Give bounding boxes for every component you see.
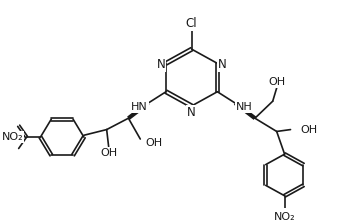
Text: OH: OH bbox=[146, 138, 163, 148]
Text: HN: HN bbox=[131, 102, 148, 112]
Text: NO₂: NO₂ bbox=[274, 212, 295, 220]
Text: N: N bbox=[187, 106, 196, 119]
Text: N: N bbox=[157, 58, 165, 71]
Text: OH: OH bbox=[100, 148, 117, 158]
Text: NH: NH bbox=[236, 102, 252, 112]
Text: NO₂: NO₂ bbox=[2, 132, 24, 142]
Text: OH: OH bbox=[268, 77, 285, 87]
Text: N: N bbox=[218, 58, 227, 71]
Text: OH: OH bbox=[300, 125, 317, 135]
Text: Cl: Cl bbox=[186, 17, 197, 30]
